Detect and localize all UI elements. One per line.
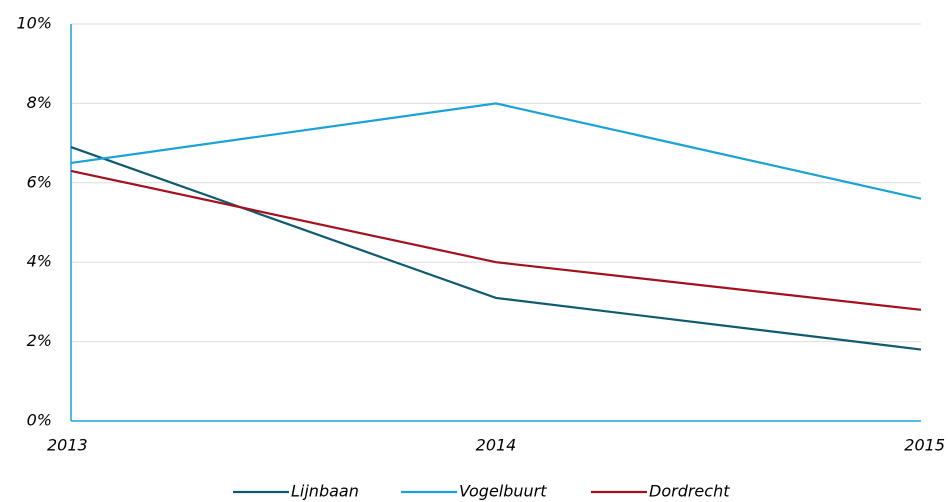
series-line xyxy=(70,102,922,200)
series-line xyxy=(70,169,922,311)
y-tick-label: 0% xyxy=(27,411,52,430)
legend-label: Dordrecht xyxy=(649,482,730,501)
legend-label: Vogelbuurt xyxy=(459,482,547,501)
x-tick-label: 2013 xyxy=(47,436,88,455)
y-tick-label: 2% xyxy=(27,331,52,350)
y-tick-label: 8% xyxy=(27,93,52,112)
series-line xyxy=(70,146,922,351)
y-tick-label: 6% xyxy=(27,172,52,191)
legend-label: Lijnbaan xyxy=(291,482,359,501)
x-tick-label: 2014 xyxy=(476,436,517,455)
y-tick-label: 4% xyxy=(27,252,52,271)
y-tick-label: 10% xyxy=(16,14,52,33)
x-tick-label: 2015 xyxy=(904,436,945,455)
